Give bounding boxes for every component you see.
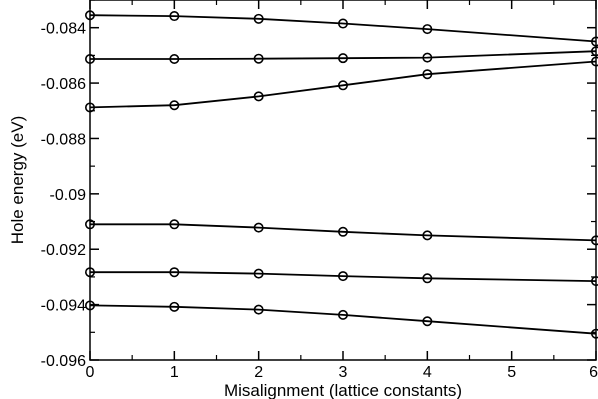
series-6-point xyxy=(422,316,433,327)
y-tick-label: -0.084 xyxy=(41,21,86,38)
y-axis-label: Hole energy (eV) xyxy=(8,116,27,245)
series-4-point xyxy=(85,219,96,230)
series-1-point xyxy=(337,18,348,29)
series-6-point xyxy=(337,309,348,320)
series-4-point xyxy=(169,219,180,230)
series-2-point xyxy=(85,53,96,64)
series-3-point xyxy=(422,69,433,80)
series-4-point xyxy=(337,226,348,237)
y-tick-label: -0.09 xyxy=(50,187,87,204)
x-tick-label: 3 xyxy=(339,364,348,381)
series-5-point xyxy=(85,267,96,278)
series-5-line xyxy=(90,271,597,282)
series-5-point xyxy=(422,273,433,284)
axis-ticks: 0 1 2 3 4 5 6 -0.096 -0.094 -0.092 -0.09 -0.088 -0.0… xyxy=(41,0,598,381)
series-5-point xyxy=(253,268,264,279)
series-1-point xyxy=(422,24,433,35)
series-2-line xyxy=(90,50,597,60)
x-tick-label: 1 xyxy=(170,364,179,381)
series-6-line xyxy=(89,304,597,335)
x-tick-label: 0 xyxy=(86,364,95,381)
series-4-line xyxy=(90,223,597,242)
series-3-point xyxy=(337,80,348,91)
x-tick-label: 6 xyxy=(589,364,598,381)
series-1-line xyxy=(89,14,597,43)
series-6-point xyxy=(591,328,598,339)
x-tick-label: 5 xyxy=(507,364,516,381)
series-4-point xyxy=(253,222,264,233)
series-3-point xyxy=(591,56,598,67)
x-tick-label: 4 xyxy=(423,364,432,381)
series-3-line xyxy=(89,60,597,109)
series-1-point xyxy=(169,11,180,22)
series-1-point xyxy=(85,10,96,21)
plot-area xyxy=(89,0,597,361)
y-tick-label: -0.092 xyxy=(41,242,86,259)
series-2-point xyxy=(422,52,433,63)
series-3-point xyxy=(253,91,264,102)
series-5-point xyxy=(591,276,598,287)
series-3-point xyxy=(169,100,180,111)
series-4-point xyxy=(422,230,433,241)
series-6-point xyxy=(85,300,96,311)
series-3-point xyxy=(85,102,96,113)
series-5-point xyxy=(169,267,180,278)
series-6-point xyxy=(169,301,180,312)
series-4-point xyxy=(591,235,598,246)
series-6-point xyxy=(253,304,264,315)
series-5-point xyxy=(337,271,348,282)
series-2-point xyxy=(337,53,348,64)
y-tick-label: -0.088 xyxy=(41,131,86,148)
series-2-point xyxy=(169,53,180,64)
series-layer xyxy=(85,10,598,339)
x-axis-label: Misalignment (lattice constants) xyxy=(224,381,462,399)
x-tick-label: 2 xyxy=(254,364,263,381)
series-1-point xyxy=(591,36,598,47)
y-tick-label: -0.086 xyxy=(41,76,86,93)
series-1-point xyxy=(253,13,264,24)
y-tick-label: -0.096 xyxy=(41,353,86,370)
series-2-point xyxy=(253,53,264,64)
series-2-point xyxy=(591,46,598,57)
y-tick-label: -0.094 xyxy=(41,298,86,315)
